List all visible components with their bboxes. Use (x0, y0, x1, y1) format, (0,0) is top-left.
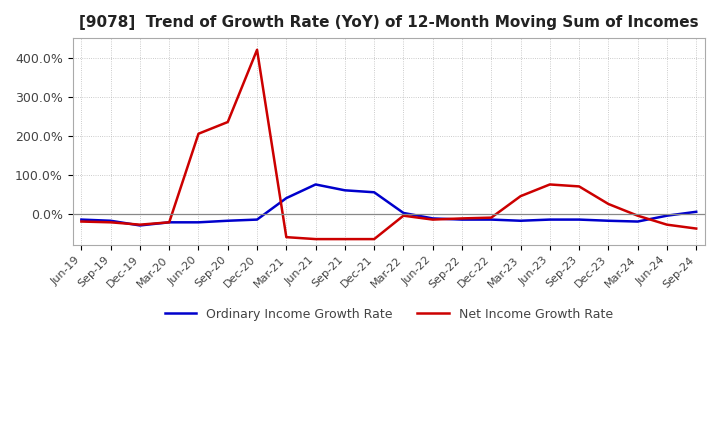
Ordinary Income Growth Rate (194, 220, 203, 225)
Ordinary Income Growth Rate (604, 218, 613, 224)
Ordinary Income Growth Rate (370, 190, 379, 195)
Ordinary Income Growth Rate (575, 217, 583, 222)
Ordinary Income Growth Rate (77, 217, 86, 222)
Net Income Growth Rate (634, 213, 642, 218)
Net Income Growth Rate (165, 220, 174, 225)
Ordinary Income Growth Rate (107, 218, 115, 224)
Net Income Growth Rate (692, 226, 701, 231)
Ordinary Income Growth Rate (282, 195, 291, 201)
Ordinary Income Growth Rate (487, 217, 495, 222)
Net Income Growth Rate (135, 222, 144, 227)
Ordinary Income Growth Rate (662, 213, 671, 218)
Ordinary Income Growth Rate (165, 220, 174, 225)
Net Income Growth Rate (458, 216, 467, 221)
Ordinary Income Growth Rate (223, 218, 232, 224)
Ordinary Income Growth Rate (692, 209, 701, 214)
Ordinary Income Growth Rate (516, 218, 525, 224)
Net Income Growth Rate (107, 220, 115, 225)
Ordinary Income Growth Rate (428, 216, 437, 221)
Net Income Growth Rate (516, 194, 525, 199)
Net Income Growth Rate (253, 47, 261, 52)
Net Income Growth Rate (662, 222, 671, 227)
Net Income Growth Rate (487, 215, 495, 220)
Net Income Growth Rate (428, 217, 437, 222)
Ordinary Income Growth Rate (546, 217, 554, 222)
Net Income Growth Rate (77, 219, 86, 224)
Legend: Ordinary Income Growth Rate, Net Income Growth Rate: Ordinary Income Growth Rate, Net Income … (160, 303, 618, 326)
Ordinary Income Growth Rate (458, 217, 467, 222)
Net Income Growth Rate (546, 182, 554, 187)
Line: Net Income Growth Rate: Net Income Growth Rate (81, 50, 696, 239)
Ordinary Income Growth Rate (311, 182, 320, 187)
Ordinary Income Growth Rate (634, 219, 642, 224)
Net Income Growth Rate (341, 236, 349, 242)
Net Income Growth Rate (194, 131, 203, 136)
Title: [9078]  Trend of Growth Rate (YoY) of 12-Month Moving Sum of Incomes: [9078] Trend of Growth Rate (YoY) of 12-… (79, 15, 698, 30)
Net Income Growth Rate (223, 119, 232, 125)
Net Income Growth Rate (282, 235, 291, 240)
Net Income Growth Rate (370, 236, 379, 242)
Line: Ordinary Income Growth Rate: Ordinary Income Growth Rate (81, 184, 696, 225)
Ordinary Income Growth Rate (399, 210, 408, 216)
Net Income Growth Rate (604, 202, 613, 207)
Net Income Growth Rate (575, 184, 583, 189)
Ordinary Income Growth Rate (135, 223, 144, 228)
Ordinary Income Growth Rate (253, 217, 261, 222)
Ordinary Income Growth Rate (341, 188, 349, 193)
Net Income Growth Rate (399, 213, 408, 218)
Net Income Growth Rate (311, 236, 320, 242)
